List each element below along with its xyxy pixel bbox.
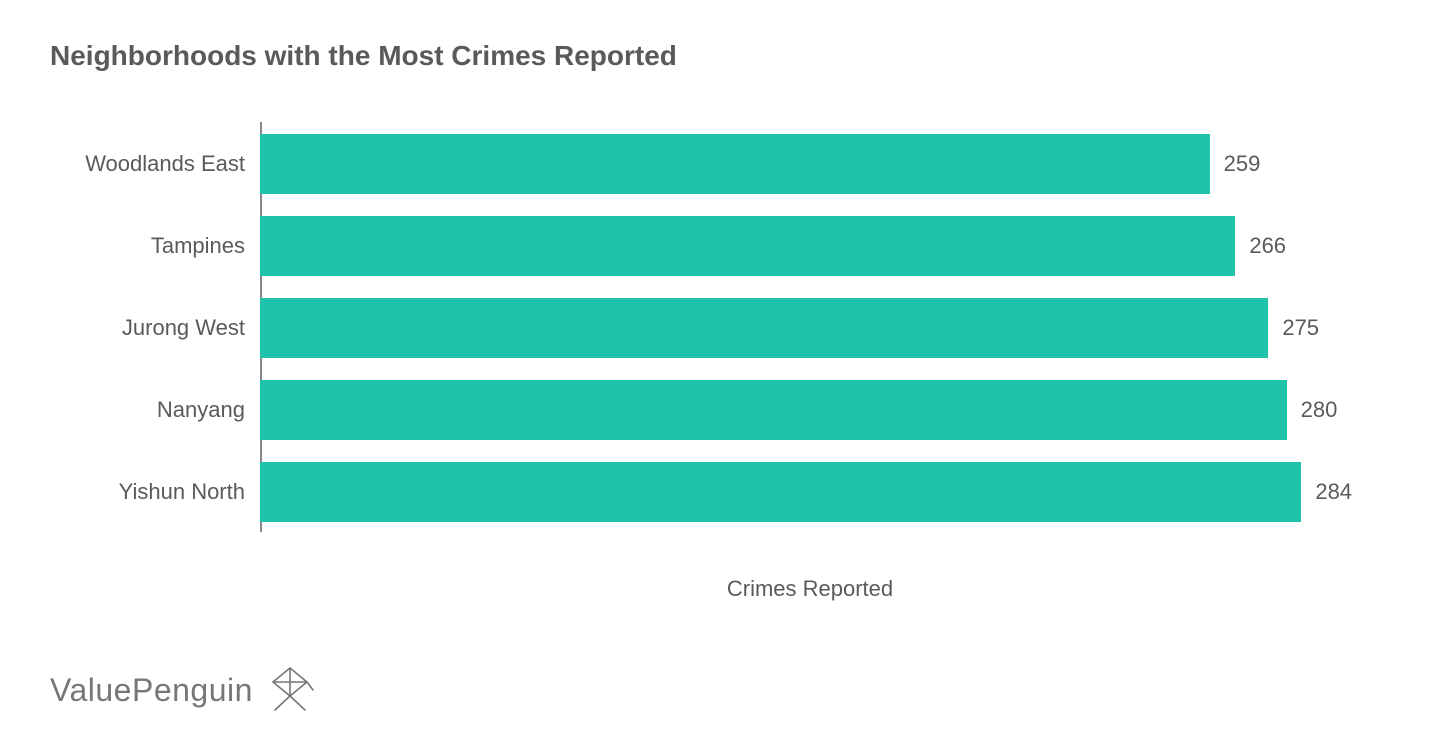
bar-value-label: 266: [1249, 233, 1286, 259]
bars-group: Woodlands East259 Tampines266 Jurong West2…: [260, 134, 1360, 544]
x-axis-title: Crimes Reported: [260, 576, 1360, 602]
bar-row: Woodlands East259: [260, 134, 1360, 194]
bar: [260, 462, 1301, 522]
bar-value-label: 259: [1224, 151, 1261, 177]
brand-logo: ValuePenguin: [50, 666, 317, 714]
bar-category-label: Woodlands East: [50, 151, 245, 177]
chart-title: Neighborhoods with the Most Crimes Repor…: [50, 40, 1390, 72]
bar-category-label: Nanyang: [50, 397, 245, 423]
bar-category-label: Tampines: [50, 233, 245, 259]
bar: [260, 380, 1287, 440]
bar-value-label: 280: [1301, 397, 1338, 423]
brand-text: ValuePenguin: [50, 672, 253, 709]
bar-value-label: 284: [1315, 479, 1352, 505]
chart-plot-area: Woodlands East259 Tampines266 Jurong West2…: [260, 122, 1360, 572]
chart-container: Neighborhoods with the Most Crimes Repor…: [0, 0, 1440, 754]
bar: [260, 216, 1235, 276]
penguin-origami-icon: [263, 666, 317, 714]
bar-row: Nanyang280: [260, 380, 1360, 440]
bar-row: Yishun North284: [260, 462, 1360, 522]
bar-category-label: Jurong West: [50, 315, 245, 341]
bar-category-label: Yishun North: [50, 479, 245, 505]
bar: [260, 134, 1210, 194]
bar-value-label: 275: [1282, 315, 1319, 341]
bar-row: Tampines266: [260, 216, 1360, 276]
bar: [260, 298, 1268, 358]
bar-row: Jurong West275: [260, 298, 1360, 358]
